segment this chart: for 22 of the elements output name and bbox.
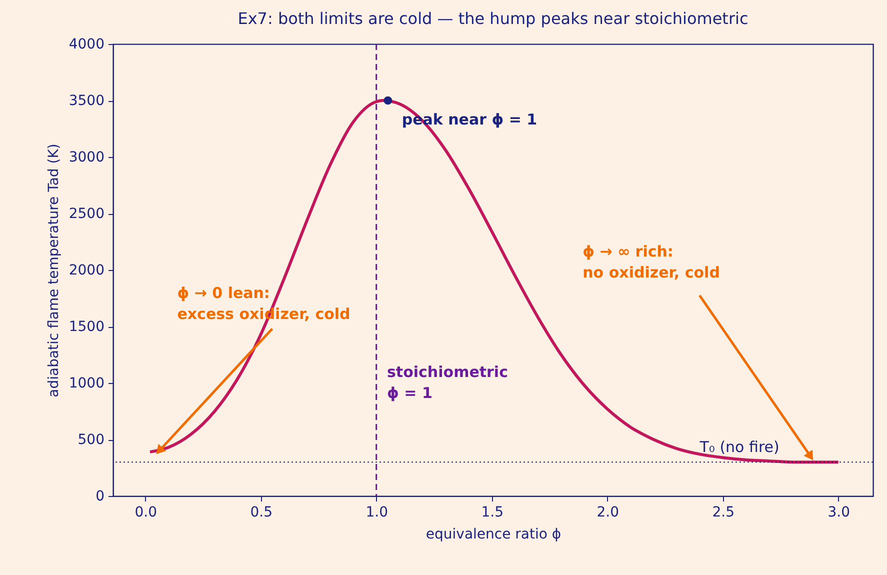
x-tick-label: 2.0 bbox=[596, 504, 619, 520]
y-tick-label: 500 bbox=[78, 432, 104, 448]
y-tick-label: 2000 bbox=[68, 262, 104, 278]
x-tick-label: 0.0 bbox=[134, 504, 157, 520]
annotation: stoichiometric ϕ = 1 bbox=[387, 363, 508, 402]
x-tick-label: 3.0 bbox=[828, 504, 850, 520]
y-axis-title: adiabatic flame temperature Tad (K) bbox=[46, 144, 62, 398]
y-tick-label: 1500 bbox=[68, 319, 104, 335]
x-tick-label: 1.0 bbox=[366, 504, 388, 520]
annotation: ϕ → ∞ rich: no oxidizer, cold bbox=[582, 242, 720, 282]
y-tick-label: 3500 bbox=[68, 93, 104, 109]
x-tick-label: 0.5 bbox=[250, 504, 272, 520]
y-tick-label: 0 bbox=[96, 488, 104, 504]
annotation: T₀ (no fire) bbox=[698, 438, 780, 456]
x-tick-label: 2.5 bbox=[712, 504, 734, 520]
y-tick-label: 2500 bbox=[68, 206, 104, 222]
y-tick-label: 4000 bbox=[68, 36, 104, 52]
x-tick-label: 1.5 bbox=[481, 504, 504, 520]
y-tick-label: 1000 bbox=[68, 376, 104, 392]
chart-title: Ex7: both limits are cold — the hump peaks near stoichiometric bbox=[238, 9, 748, 28]
y-tick-label: 3000 bbox=[68, 150, 104, 166]
x-axis-title: equivalence ratio ϕ bbox=[426, 526, 562, 542]
